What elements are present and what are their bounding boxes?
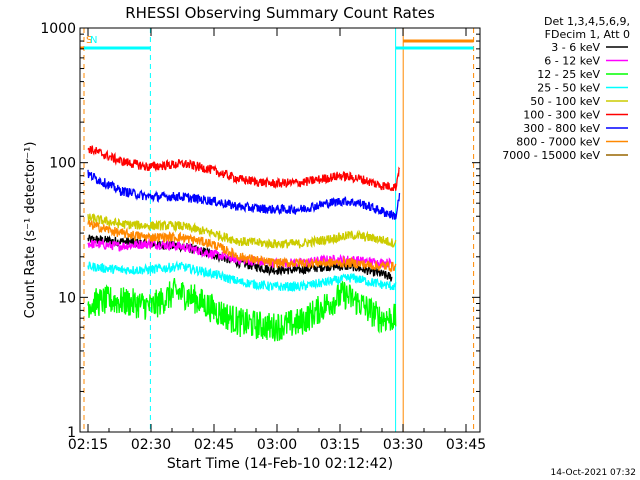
- x-axis-ticks: 02:15 02:30 02:45 03:00 03:15 03:30 03:45: [68, 28, 486, 453]
- y-axis-ticks: 1 10 100 1000: [40, 21, 480, 441]
- y-tick-label-100: 100: [49, 156, 76, 172]
- legend-label-8: 7000 - 15000 keV: [502, 149, 600, 162]
- x-axis-label: Start Time (14-Feb-10 02:12:42): [167, 456, 393, 472]
- legend-label-4: 50 - 100 keV: [530, 95, 600, 108]
- x-tick-label-03:45: 03:45: [446, 437, 486, 453]
- segment-label-N: N: [90, 35, 97, 46]
- y-axis-label: Count Rate (s⁻¹ detector⁻¹): [23, 142, 38, 319]
- legend-label-7: 800 - 7000 keV: [516, 136, 600, 149]
- legend-label-6: 300 - 800 keV: [523, 122, 600, 135]
- legend-label-2: 12 - 25 keV: [537, 68, 600, 81]
- series-line-12to25keV: [87, 277, 397, 342]
- segment-label-S: S: [86, 35, 92, 46]
- y-tick-label-1000: 1000: [40, 21, 76, 37]
- x-tick-label-02:15: 02:15: [68, 437, 108, 453]
- x-tick-label-03:15: 03:15: [320, 437, 360, 453]
- series-line-800to7000keV: [87, 220, 397, 273]
- series-line-100to300keV: [87, 145, 401, 192]
- series-line-25to50keV: [87, 260, 397, 293]
- legend-label-0: 3 - 6 keV: [551, 41, 600, 54]
- plot-content: SN: [79, 28, 475, 432]
- series-line-300to800keV: [87, 169, 401, 220]
- y-tick-label-1: 1: [67, 425, 76, 441]
- x-tick-label-03:00: 03:00: [257, 437, 297, 453]
- legend-label-5: 100 - 300 keV: [523, 109, 600, 122]
- legend: Det 1,3,4,5,6,9,FDecim 1, Att 03 - 6 keV…: [502, 15, 630, 162]
- y-tick-label-10: 10: [58, 290, 76, 306]
- legend-header-1: FDecim 1, Att 0: [545, 28, 630, 41]
- legend-header-0: Det 1,3,4,5,6,9,: [544, 15, 630, 28]
- x-tick-label-03:30: 03:30: [383, 437, 423, 453]
- legend-label-1: 6 - 12 keV: [544, 55, 600, 68]
- footer-timestamp: 14-Oct-2021 07:32: [550, 468, 636, 478]
- plot-frame: [79, 27, 481, 433]
- x-tick-label-02:30: 02:30: [131, 437, 171, 453]
- x-tick-label-02:45: 02:45: [194, 437, 234, 453]
- legend-label-3: 25 - 50 keV: [537, 82, 600, 95]
- chart-title: RHESSI Observing Summary Count Rates: [125, 4, 435, 22]
- series-line-50to100keV: [87, 212, 397, 250]
